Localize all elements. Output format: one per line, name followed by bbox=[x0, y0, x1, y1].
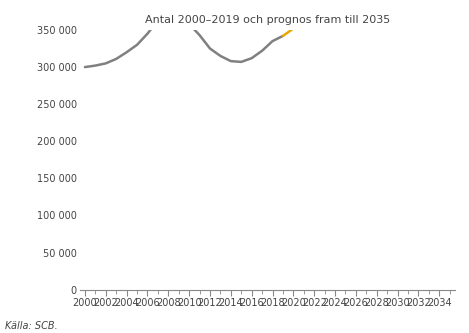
Title: Antal 2000–2019 och prognos fram till 2035: Antal 2000–2019 och prognos fram till 20… bbox=[145, 15, 390, 25]
Text: Källa: SCB.: Källa: SCB. bbox=[5, 321, 57, 331]
